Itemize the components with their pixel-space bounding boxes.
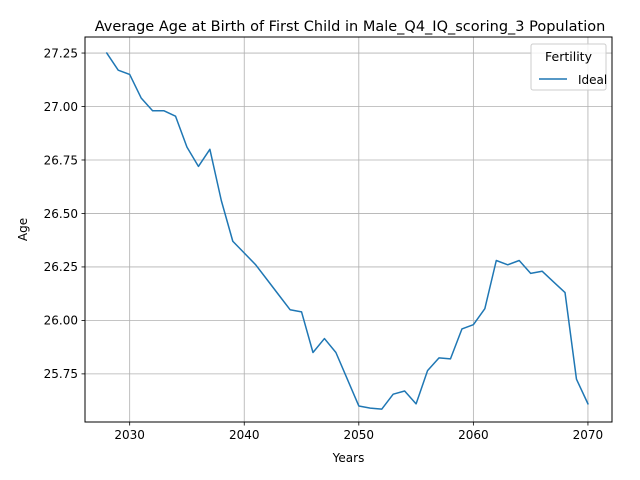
y-tick-label: 27.00 <box>44 100 78 114</box>
x-tick-label: 2050 <box>344 428 375 442</box>
x-axis-label: Years <box>332 451 365 465</box>
y-tick-label: 25.75 <box>44 367 78 381</box>
chart-title: Average Age at Birth of First Child in M… <box>95 19 606 35</box>
y-tick-label: 27.25 <box>44 46 78 60</box>
x-tick-label: 2030 <box>114 428 145 442</box>
y-tick-label: 26.75 <box>44 153 78 167</box>
y-tick-label: 26.25 <box>44 260 78 274</box>
x-tick-label: 2070 <box>573 428 604 442</box>
x-tick-label: 2040 <box>229 428 260 442</box>
x-tick-label: 2060 <box>458 428 489 442</box>
y-axis-label: Age <box>16 218 30 241</box>
y-tick-label: 26.50 <box>44 207 78 221</box>
legend-title: Fertility <box>545 49 593 64</box>
y-tick-label: 26.00 <box>44 314 78 328</box>
legend-label-ideal: Ideal <box>578 73 607 87</box>
legend: Fertility Ideal <box>531 44 607 90</box>
